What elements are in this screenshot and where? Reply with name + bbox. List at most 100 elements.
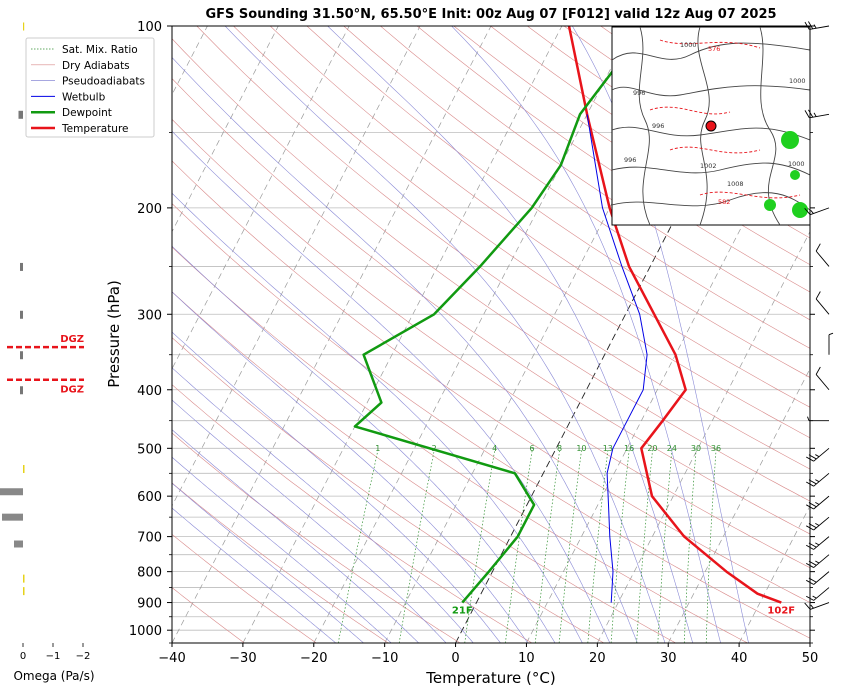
pseudoadiabat (172, 245, 556, 643)
inset-precip (790, 170, 800, 180)
isotherm-line (809, 642, 810, 643)
profiles (353, 26, 782, 604)
mixing-ratio-label: 2 (432, 444, 437, 453)
omega-bar (2, 513, 23, 521)
pseudoadiabat (172, 56, 638, 643)
pseudoadiabat (172, 456, 392, 643)
x-tick-label: 0 (451, 651, 459, 666)
pseudoadiabat (172, 291, 529, 643)
omega-bar (23, 587, 25, 596)
omega-bar (23, 574, 25, 583)
wind-barb (806, 495, 830, 510)
mixing-ratio-line (337, 448, 379, 643)
y-tick-label: 200 (137, 202, 162, 217)
plot-frame (171, 25, 811, 644)
dry-adiabat (172, 203, 810, 639)
wind-barb (806, 472, 830, 487)
x-tick-label: 10 (518, 651, 535, 666)
inset-thickness (669, 146, 761, 154)
pseudoadiabat (172, 367, 474, 643)
pseudoadiabat (172, 429, 419, 643)
pseudoadiabat (172, 130, 611, 643)
inset-contour-label: 1002 (700, 162, 717, 170)
surface-dewpoint-label: 21F (452, 606, 473, 617)
dry-adiabat (380, 26, 810, 321)
omega-bar (0, 488, 23, 496)
mixing-ratio-label: 20 (647, 444, 657, 453)
mixing-ratio-label: 4 (492, 444, 497, 453)
x-tick-label: −40 (158, 651, 185, 666)
pseudoadiabat (172, 192, 583, 643)
isotherm-line (667, 368, 810, 643)
isotherm-line (172, 26, 492, 643)
dry-adiabat (233, 26, 810, 439)
dry-adiabat (416, 26, 810, 293)
x-tick-label: 50 (802, 651, 819, 666)
wind-barb (806, 536, 830, 550)
mixing-ratio-line (534, 448, 561, 643)
dewpoint-profile (353, 26, 648, 604)
omega-bar (23, 22, 25, 31)
pseudoadiabat (451, 26, 721, 643)
background-grid (172, 26, 810, 643)
inset-thickness (649, 106, 731, 115)
dry-adiabat (269, 26, 810, 408)
isotherm-line (242, 26, 563, 643)
wind-barb (804, 207, 830, 216)
wetbulb-profile (586, 114, 648, 603)
mixing-ratio-line (657, 448, 673, 643)
pseudoadiabat (172, 399, 447, 643)
x-tick-label: −10 (371, 651, 398, 666)
y-tick-label: 900 (137, 597, 162, 612)
x-tick-label: 30 (660, 651, 677, 666)
legend-box (25, 37, 155, 138)
omega-bar (18, 110, 23, 119)
inset-contour-label: 1000 (680, 41, 697, 49)
wind-barb (806, 587, 830, 601)
dry-adiabat (172, 587, 245, 643)
legend: Sat. Mix. Ratio Dry Adiabats Pseudoadiabat… (25, 37, 155, 138)
inset-contour (759, 27, 781, 225)
legend-label: Dewpoint (62, 107, 112, 119)
x-tick-label: 20 (589, 651, 606, 666)
dry-adiabat (172, 337, 605, 643)
wind-barb (806, 516, 830, 531)
y-tick-label: 300 (137, 308, 162, 323)
inset-contour-label: 996 (633, 89, 645, 97)
pseudoadiabat (172, 507, 336, 643)
wind-barb (807, 416, 829, 422)
mixing-ratio-line (636, 448, 654, 643)
dry-adiabat (172, 160, 810, 603)
omega-bar (20, 386, 23, 395)
mixing-ratio-line (587, 448, 609, 643)
dry-adiabat (172, 533, 317, 643)
isotherm-line (313, 26, 634, 643)
dry-adiabat (172, 38, 810, 502)
omega-bar (20, 310, 23, 319)
inset-contour-label: 996 (652, 122, 664, 130)
legend-label: Pseudoadiabats (62, 76, 145, 88)
omega-bar (20, 262, 23, 271)
omega-axis-label: Omega (Pa/s) (13, 669, 94, 683)
inset-thickness (659, 39, 761, 49)
wind-barb (806, 571, 830, 585)
isotherm-line (597, 230, 810, 643)
inset-contour-label: 1000 (788, 160, 805, 168)
inset-contour-label: 1000 (789, 77, 806, 85)
y-axis-label: Pressure (hPa) (105, 280, 123, 388)
y-tick-label: 100 (137, 20, 162, 35)
mixing-ratio-label: 24 (667, 444, 677, 453)
dry-adiabat (172, 78, 810, 535)
wind-barb (804, 602, 830, 610)
omega-tick-label: −2 (76, 651, 91, 662)
dry-adiabat (172, 291, 676, 643)
mixing-ratio-label: 1 (375, 444, 380, 453)
inset-contour (612, 192, 810, 211)
axes: −40 −30 −20 −10 0 10 20 30 40 50 100 200 300 400 500 60… (129, 20, 818, 666)
mixing-ratio-line (705, 448, 717, 643)
legend-label: Sat. Mix. Ratio (62, 44, 138, 56)
isotherm-line (738, 505, 810, 643)
mixing-ratio-label: 6 (530, 444, 535, 453)
wind-barb (815, 291, 830, 315)
